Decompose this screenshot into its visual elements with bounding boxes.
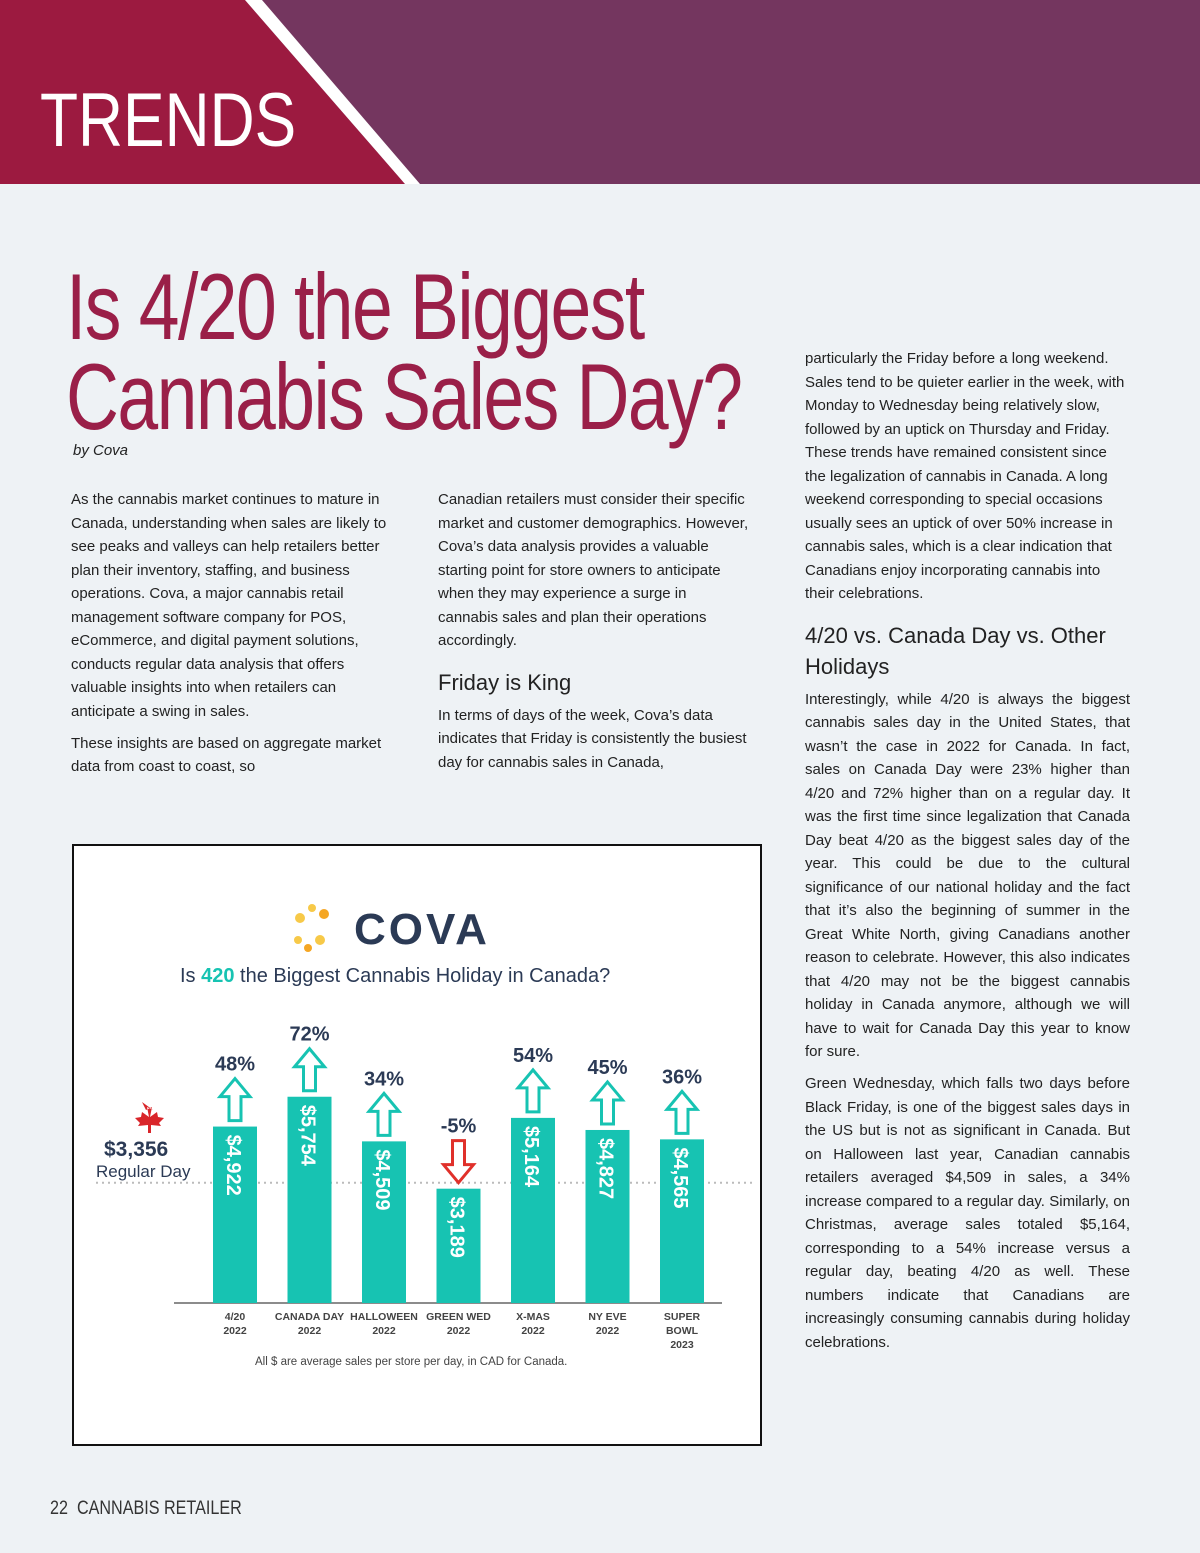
paragraph: These insights are based on aggregate ma…	[71, 734, 382, 776]
x-tick-label: CANADA DAY	[275, 1311, 344, 1323]
section-label: TRENDS	[40, 77, 296, 162]
footer: 22 CANNABIS RETAILER	[50, 1498, 242, 1520]
logo-dot	[315, 935, 325, 945]
x-tick-label: NY EVE	[588, 1311, 626, 1323]
x-tick-label: 2022	[223, 1325, 247, 1337]
bar	[511, 1117, 555, 1303]
reference-label: $3,356	[104, 1138, 168, 1161]
paragraph: In terms of days of the week, Cova’s dat…	[438, 706, 747, 771]
x-tick-label: GREEN WED	[426, 1311, 491, 1323]
bar	[362, 1141, 406, 1303]
paragraph: Green Wednesday, which falls two days be…	[805, 1075, 1130, 1351]
change-arrow	[663, 1089, 701, 1135]
x-tick-label: SUPER	[664, 1311, 701, 1323]
change-label: 48%	[215, 1054, 255, 1076]
change-arrow	[291, 1046, 328, 1093]
change-arrow	[589, 1079, 626, 1126]
title-part: Is	[180, 965, 201, 987]
paragraph: Canadian retailers must consider their s…	[438, 491, 749, 649]
bar	[660, 1139, 704, 1303]
title-line: Cannabis Sales Day?	[66, 344, 743, 449]
maple-leaf	[135, 1102, 164, 1133]
value-label: $4,827	[595, 1138, 617, 1199]
change-arrow	[365, 1091, 403, 1137]
value-label: $4,565	[669, 1147, 691, 1208]
section-heading: Friday is King	[438, 669, 572, 695]
change-label: 54%	[513, 1045, 553, 1067]
x-tick-label: 2022	[372, 1325, 396, 1337]
value-label: $5,164	[520, 1126, 542, 1188]
reference-text: Regular Day	[96, 1162, 191, 1181]
x-tick-label: BOWL	[666, 1325, 699, 1337]
bar	[213, 1126, 257, 1303]
chart-title: Is 420 the Biggest Cannabis Holiday in C…	[180, 965, 610, 987]
x-tick-label: 2022	[298, 1325, 322, 1337]
logo: COVA	[294, 904, 490, 954]
bar	[287, 1096, 332, 1303]
change-label: 36%	[662, 1066, 702, 1088]
column: As the cannabis market continues to matu…	[71, 488, 399, 787]
change-label: 72%	[289, 1024, 329, 1046]
publication: CANNABIS RETAILER	[76, 1498, 242, 1519]
x-tick-label: 2022	[447, 1325, 471, 1337]
section-heading: 4/20 vs. Canada Day vs. Other Holidays	[805, 622, 1106, 679]
change-arrow	[216, 1076, 254, 1123]
change-label: 45%	[587, 1057, 627, 1079]
bar	[436, 1188, 481, 1303]
article-title: Is 4/20 the Biggest Cannabis Sales Day?	[66, 254, 743, 449]
x-tick-label: 2022	[596, 1325, 620, 1337]
x-tick-label: HALLOWEEN	[350, 1311, 418, 1323]
title-line: Is 4/20 the Biggest	[66, 254, 645, 359]
chart: COVA Is 420 the Biggest Cannabis Holiday …	[72, 844, 762, 1446]
column: particularly the Friday before a long we…	[805, 347, 1130, 1363]
value-label: $5,754	[297, 1105, 319, 1167]
value-label: $4,922	[222, 1135, 244, 1196]
change-arrow	[440, 1139, 477, 1186]
paragraph: particularly the Friday before a long we…	[805, 350, 1125, 602]
x-tick-label: 4/20	[225, 1311, 246, 1323]
title-part: 420	[201, 965, 234, 987]
x-tick-label: X-MAS	[516, 1311, 550, 1323]
logo-dot	[319, 909, 329, 919]
logo-dot	[304, 944, 312, 952]
bar	[585, 1129, 630, 1303]
logo-dot	[295, 913, 305, 923]
change-arrow	[514, 1067, 552, 1114]
change-label: -5%	[441, 1116, 477, 1138]
change-label: 34%	[364, 1068, 404, 1090]
logo-dot	[294, 936, 302, 944]
brand: COVA	[354, 905, 490, 954]
value-label: $4,509	[371, 1149, 393, 1210]
value-label: $3,189	[446, 1197, 468, 1258]
column: Canadian retailers must consider their s…	[438, 488, 750, 783]
paragraph: As the cannabis market continues to matu…	[71, 491, 387, 720]
header-band: TRENDS	[0, 0, 1200, 184]
page-number: 22	[50, 1498, 68, 1519]
chart-note: All $ are average sales per store per da…	[255, 1356, 567, 1368]
x-tick-label: 2023	[670, 1339, 694, 1351]
paragraph: Interestingly, while 4/20 is always the …	[805, 690, 1130, 1061]
byline: by Cova	[73, 442, 129, 459]
title-part: the Biggest Cannabis Holiday in Canada?	[235, 965, 611, 987]
x-tick-label: 2022	[521, 1325, 545, 1337]
logo-dot	[308, 904, 316, 912]
